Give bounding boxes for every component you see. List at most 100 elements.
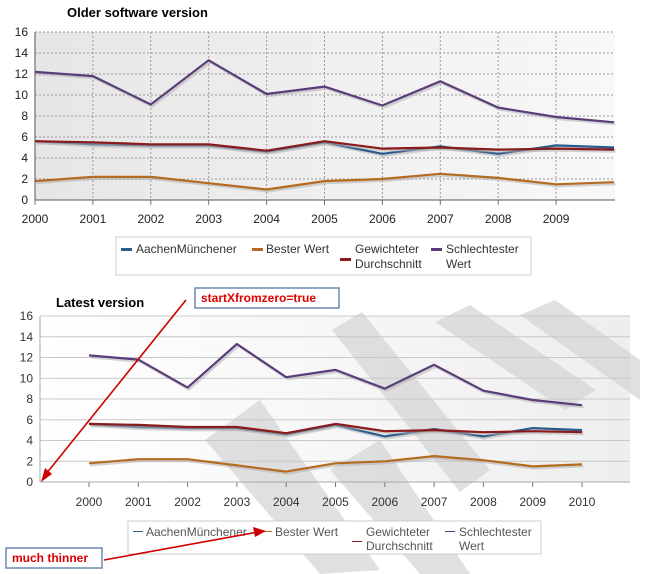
annotation-startx: startXfromzero=true	[41, 287, 340, 482]
x-tick-label: 2002	[174, 495, 201, 509]
series-line-2	[34, 140, 615, 152]
bottom-x-axis: 2000 2001 2002 2003 2004 2005 2006 2007 2008 2009…	[76, 482, 596, 509]
x-tick-label: 2007	[427, 212, 454, 226]
bottom-y-axis: 0 2 4 6 8 10 12 14 16	[20, 309, 34, 489]
top-gridlines	[34, 31, 615, 200]
x-tick-label: 2002	[137, 212, 164, 226]
legend-label: AachenMünchener	[146, 525, 247, 539]
bottom-legend-item-aachen[interactable]: AachenMünchener	[133, 525, 247, 539]
y-tick-label: 14	[15, 46, 29, 60]
top-legend-item-schlechtester[interactable]: Schlechtester Wert	[431, 242, 519, 271]
annotation-thinner: much thinner	[5, 527, 266, 569]
bottom-legend-box	[127, 520, 542, 555]
y-tick-label: 6	[21, 130, 28, 144]
legend-label: Schlechtester Wert	[446, 242, 519, 271]
bottom-legend: AachenMünchener Bester Wert Gewichteter D…	[127, 520, 542, 555]
series-shadow	[36, 61, 616, 126]
top-legend-item-bester[interactable]: Bester Wert	[252, 242, 330, 256]
bottom-legend-item-bester[interactable]: Bester Wert	[262, 525, 339, 539]
y-tick-label: 0	[26, 475, 33, 489]
annotation-thinner-arrowhead	[253, 527, 266, 537]
y-tick-label: 4	[21, 151, 28, 165]
legend-label: Gewichteter Durchschnitt	[366, 525, 433, 553]
legend-swatch	[121, 248, 132, 251]
series-line-1	[34, 172, 615, 191]
y-tick-label: 16	[20, 309, 34, 323]
x-tick-label: 2003	[195, 212, 222, 226]
annotation-thinner-label: much thinner	[12, 551, 88, 565]
x-tick-label: 2003	[224, 495, 251, 509]
series-shadow	[90, 424, 584, 437]
y-tick-label: 12	[15, 67, 29, 81]
series-line-3	[88, 342, 583, 407]
x-tick-label: 2000	[22, 212, 49, 226]
x-tick-label: 2005	[311, 212, 338, 226]
y-tick-label: 8	[21, 109, 28, 123]
bottom-series-lines	[88, 342, 584, 475]
legend-swatch	[445, 531, 455, 532]
x-tick-label: 2000	[76, 495, 103, 509]
y-tick-label: 0	[21, 193, 28, 207]
x-tick-label: 2010	[569, 495, 596, 509]
top-y-axis: 0 2 4 6 8 10 12 14 16	[15, 25, 29, 207]
x-tick-label: 2001	[80, 212, 107, 226]
y-tick-label: 8	[26, 392, 33, 406]
x-tick-label: 2001	[125, 495, 152, 509]
y-tick-label: 12	[20, 351, 34, 365]
series-shadow	[90, 457, 584, 475]
y-tick-label: 2	[21, 172, 28, 186]
legend-swatch	[252, 248, 263, 251]
annotation-startx-label: startXfromzero=true	[201, 291, 316, 305]
top-legend-box	[115, 236, 532, 276]
y-tick-label: 2	[26, 454, 33, 468]
bottom-chart-title: Latest version	[56, 295, 144, 310]
bottom-legend-item-gewichteter[interactable]: Gewichteter Durchschnitt	[352, 525, 433, 553]
top-legend: AachenMünchener Bester Wert Gewichteter D…	[115, 236, 532, 276]
x-tick-label: 2004	[253, 212, 280, 226]
x-tick-label: 2006	[371, 495, 398, 509]
legend-label: Schlechtester Wert	[459, 525, 532, 553]
x-tick-label: 2004	[273, 495, 300, 509]
top-series-lines	[34, 59, 616, 193]
legend-swatch	[262, 531, 272, 532]
annotation-thinner-arrow	[103, 531, 259, 561]
series-line-3	[34, 59, 615, 124]
annotation-startx-arrowhead	[41, 468, 52, 482]
annotation-startx-arrow	[45, 299, 187, 475]
annotation-startx-box	[194, 287, 340, 309]
top-x-axis: 2000 2001 2002 2003 2004 2005 2006 2007 2008 2009	[22, 200, 570, 226]
legend-label: Bester Wert	[275, 525, 339, 539]
legend-swatch	[133, 531, 143, 532]
y-tick-label: 4	[26, 434, 33, 448]
bottom-legend-item-schlechtester[interactable]: Schlechtester Wert	[445, 525, 532, 553]
y-tick-label: 14	[20, 330, 34, 344]
y-tick-label: 10	[20, 371, 34, 385]
top-chart: Older software version 0 2 4 6 8 10 12 14 16 200…	[15, 5, 616, 276]
y-tick-label: 10	[15, 88, 29, 102]
series-line-2	[88, 422, 583, 435]
series-shadow	[36, 174, 616, 193]
x-tick-label: 2008	[485, 212, 512, 226]
y-tick-label: 16	[15, 25, 29, 39]
annotation-thinner-box	[5, 547, 103, 569]
top-chart-title: Older software version	[67, 5, 208, 20]
top-legend-item-gewichteter[interactable]: Gewichteter Durchschnitt	[340, 242, 422, 271]
y-tick-label: 6	[26, 413, 33, 427]
series-shadow	[36, 142, 616, 154]
x-tick-label: 2009	[519, 495, 546, 509]
legend-swatch	[340, 258, 351, 261]
x-tick-label: 2008	[470, 495, 497, 509]
legend-label: AachenMünchener	[136, 242, 237, 256]
legend-swatch	[352, 541, 362, 542]
top-legend-item-aachen[interactable]: AachenMünchener	[121, 242, 237, 256]
series-line-1	[88, 455, 583, 473]
x-tick-label: 2005	[322, 495, 349, 509]
x-tick-label: 2007	[421, 495, 448, 509]
legend-label: Gewichteter Durchschnitt	[355, 242, 422, 271]
x-tick-label: 2009	[543, 212, 570, 226]
x-tick-label: 2006	[369, 212, 396, 226]
legend-label: Bester Wert	[266, 242, 330, 256]
legend-swatch	[431, 248, 442, 251]
